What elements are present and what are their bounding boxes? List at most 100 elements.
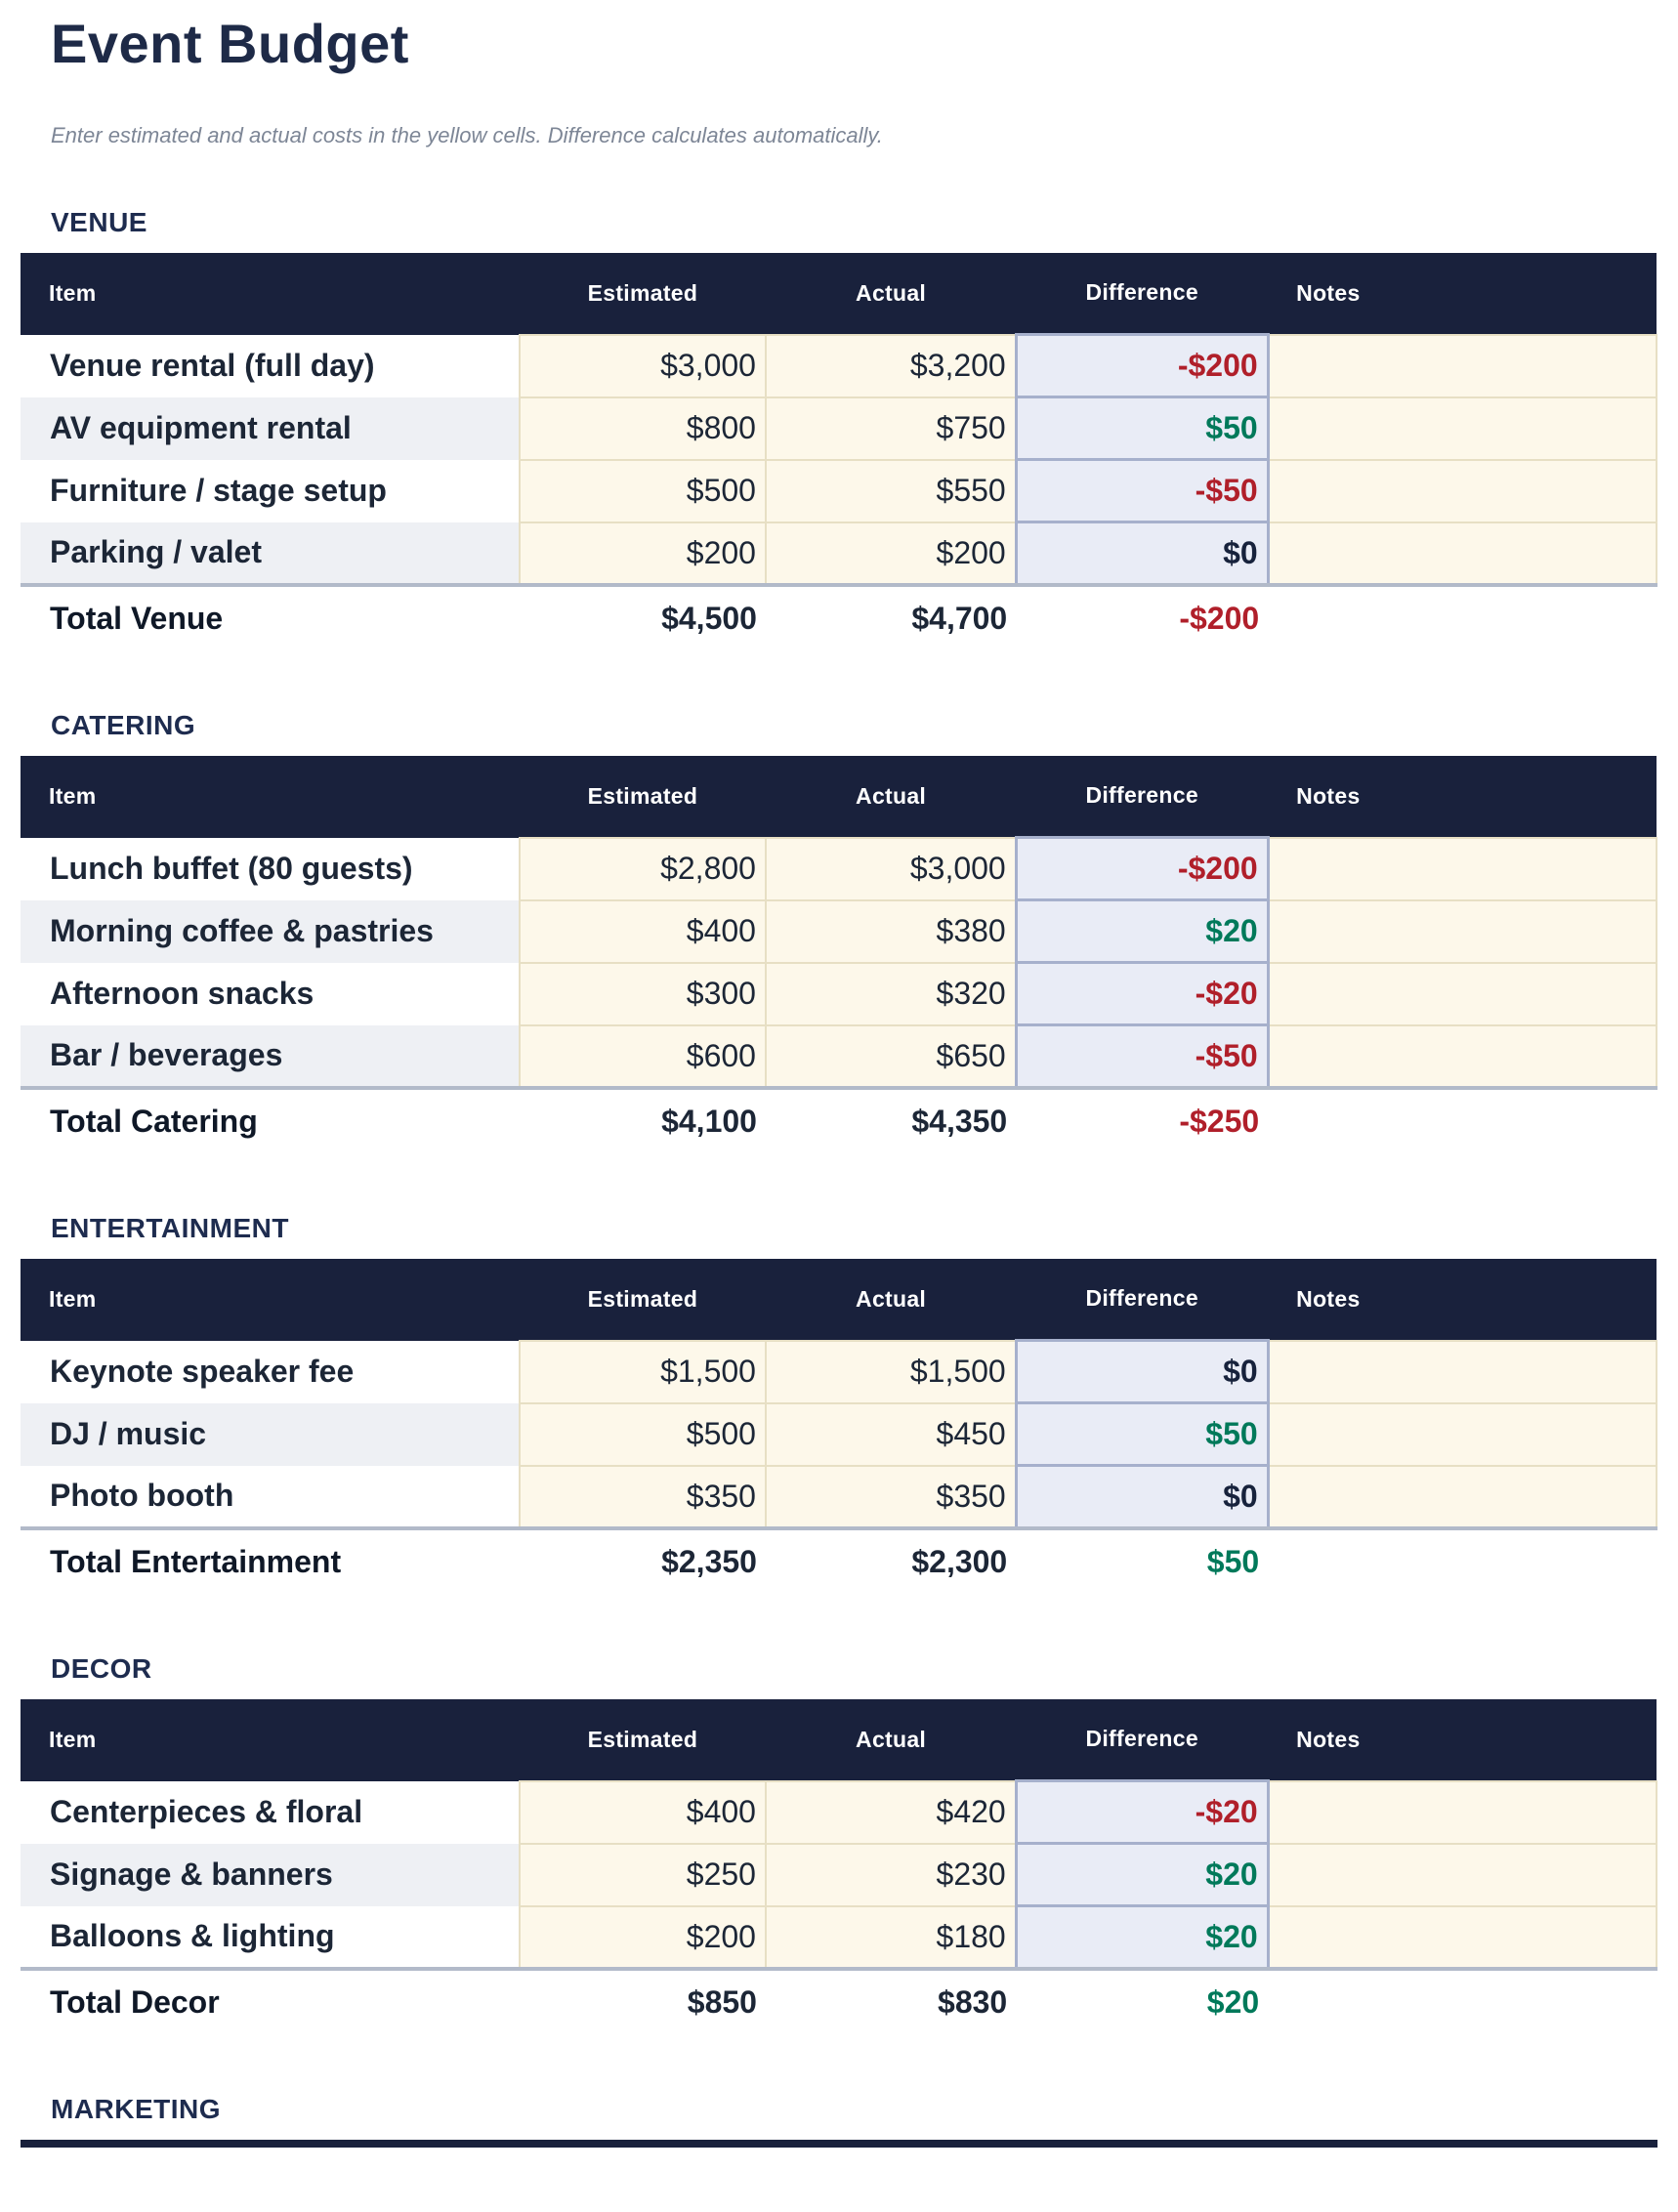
notes-cell[interactable] [1267, 898, 1657, 964]
notes-cell[interactable] [1267, 1339, 1657, 1404]
notes-cell[interactable] [1267, 1401, 1657, 1467]
total-row: Total Entertainment $2,350 $2,300 $50 [21, 1527, 1657, 1595]
column-header-difference: Difference [1016, 1698, 1269, 1781]
actual-cell[interactable]: $230 [764, 1842, 1018, 1907]
item-label: Parking / valet [21, 522, 520, 587]
page-header: Event Budget Enter estimated and actual … [21, 14, 1657, 148]
total-row: Total Decor $850 $830 $20 [21, 1968, 1657, 2035]
table-row: Bar / beverages $600 $650 -$50 [21, 1023, 1657, 1090]
column-header-actual: Actual [765, 755, 1017, 838]
actual-cell[interactable]: $550 [764, 458, 1018, 523]
difference-cell: $50 [1014, 1401, 1270, 1468]
total-estimated: $2,350 [519, 1527, 766, 1595]
table-row: Photo booth $350 $350 $0 [21, 1464, 1657, 1530]
budget-sections: VENUE Item Estimated Actual Difference Notes V… [21, 207, 1657, 2148]
estimated-cell[interactable]: $3,000 [518, 333, 767, 398]
actual-cell[interactable]: $320 [764, 961, 1018, 1026]
estimated-cell[interactable]: $300 [518, 961, 767, 1026]
actual-cell[interactable]: $200 [764, 521, 1018, 587]
total-difference: -$250 [1016, 1087, 1269, 1154]
estimated-cell[interactable]: $250 [518, 1842, 767, 1907]
marketing-table-header-stub [21, 2139, 1657, 2148]
notes-cell[interactable] [1267, 1904, 1657, 1971]
notes-cell[interactable] [1267, 521, 1657, 587]
total-row: Total Venue $4,500 $4,700 -$200 [21, 584, 1657, 651]
table-row: Centerpieces & floral $400 $420 -$20 [21, 1779, 1657, 1846]
item-label: Signage & banners [21, 1843, 520, 1906]
item-label: Photo booth [21, 1465, 520, 1530]
notes-cell[interactable] [1267, 836, 1657, 901]
budget-table-decor: Item Estimated Actual Difference Notes Center… [21, 1698, 1657, 2035]
column-header-difference: Difference [1016, 252, 1269, 335]
estimated-cell[interactable]: $500 [518, 1401, 767, 1467]
estimated-cell[interactable]: $400 [518, 898, 767, 964]
total-difference: $20 [1016, 1968, 1269, 2035]
table-header-row: Item Estimated Actual Difference Notes [21, 1698, 1657, 1781]
column-header-notes: Notes [1268, 755, 1657, 838]
actual-cell[interactable]: $420 [764, 1779, 1018, 1845]
column-header-estimated: Estimated [519, 1258, 766, 1341]
actual-cell[interactable]: $350 [764, 1464, 1018, 1530]
notes-cell[interactable] [1267, 1842, 1657, 1907]
estimated-cell[interactable]: $1,500 [518, 1339, 767, 1404]
total-actual: $2,300 [765, 1527, 1017, 1595]
column-header-estimated: Estimated [519, 252, 766, 335]
actual-cell[interactable]: $450 [764, 1401, 1018, 1467]
section-heading-venue: VENUE [51, 206, 147, 237]
table-row: Venue rental (full day) $3,000 $3,200 -$200 [21, 333, 1657, 399]
estimated-cell[interactable]: $800 [518, 396, 767, 461]
notes-cell[interactable] [1267, 1023, 1657, 1090]
item-label: AV equipment rental [21, 396, 520, 460]
item-label: Venue rental (full day) [21, 334, 520, 397]
notes-cell[interactable] [1267, 961, 1657, 1026]
total-notes [1268, 1968, 1657, 2035]
actual-cell[interactable]: $1,500 [764, 1339, 1018, 1404]
estimated-cell[interactable]: $600 [518, 1023, 767, 1090]
notes-cell[interactable] [1267, 1464, 1657, 1530]
estimated-cell[interactable]: $2,800 [518, 836, 767, 901]
notes-cell[interactable] [1267, 396, 1657, 461]
actual-cell[interactable]: $380 [764, 898, 1018, 964]
item-label: Lunch buffet (80 guests) [21, 837, 520, 900]
actual-cell[interactable]: $3,000 [764, 836, 1018, 901]
table-row: Balloons & lighting $200 $180 $20 [21, 1904, 1657, 1971]
difference-cell: -$50 [1014, 1023, 1270, 1090]
total-notes [1268, 584, 1657, 651]
item-label: DJ / music [21, 1402, 520, 1466]
column-header-notes: Notes [1268, 252, 1657, 335]
estimated-cell[interactable]: $350 [518, 1464, 767, 1530]
difference-cell: $20 [1014, 1842, 1270, 1908]
section-heading-catering: CATERING [51, 709, 196, 740]
section-heading-marketing: MARKETING [51, 2093, 222, 2124]
actual-cell[interactable]: $3,200 [764, 333, 1018, 398]
total-notes [1268, 1527, 1657, 1595]
total-label: Total Venue [21, 584, 520, 651]
budget-table-entertainment: Item Estimated Actual Difference Notes Keynot… [21, 1258, 1657, 1595]
budget-table-catering: Item Estimated Actual Difference Notes Lunch … [21, 755, 1657, 1154]
difference-cell: $0 [1014, 1339, 1270, 1405]
estimated-cell[interactable]: $200 [518, 521, 767, 587]
section-heading-decor: DECOR [51, 1652, 152, 1684]
actual-cell[interactable]: $180 [764, 1904, 1018, 1971]
column-header-estimated: Estimated [519, 755, 766, 838]
estimated-cell[interactable]: $400 [518, 1779, 767, 1845]
item-label: Furniture / stage setup [21, 459, 520, 522]
total-notes [1268, 1087, 1657, 1154]
column-header-item: Item [21, 755, 520, 838]
table-row: Parking / valet $200 $200 $0 [21, 521, 1657, 587]
actual-cell[interactable]: $750 [764, 396, 1018, 461]
table-row: Keynote speaker fee $1,500 $1,500 $0 [21, 1339, 1657, 1405]
total-label: Total Decor [21, 1968, 520, 2035]
actual-cell[interactable]: $650 [764, 1023, 1018, 1090]
table-row: DJ / music $500 $450 $50 [21, 1401, 1657, 1468]
estimated-cell[interactable]: $500 [518, 458, 767, 523]
total-estimated: $4,500 [519, 584, 766, 651]
item-label: Keynote speaker fee [21, 1340, 520, 1403]
difference-cell: -$20 [1014, 1779, 1270, 1846]
notes-cell[interactable] [1267, 333, 1657, 398]
total-estimated: $4,100 [519, 1087, 766, 1154]
estimated-cell[interactable]: $200 [518, 1904, 767, 1971]
notes-cell[interactable] [1267, 1779, 1657, 1845]
notes-cell[interactable] [1267, 458, 1657, 523]
column-header-item: Item [21, 252, 520, 335]
